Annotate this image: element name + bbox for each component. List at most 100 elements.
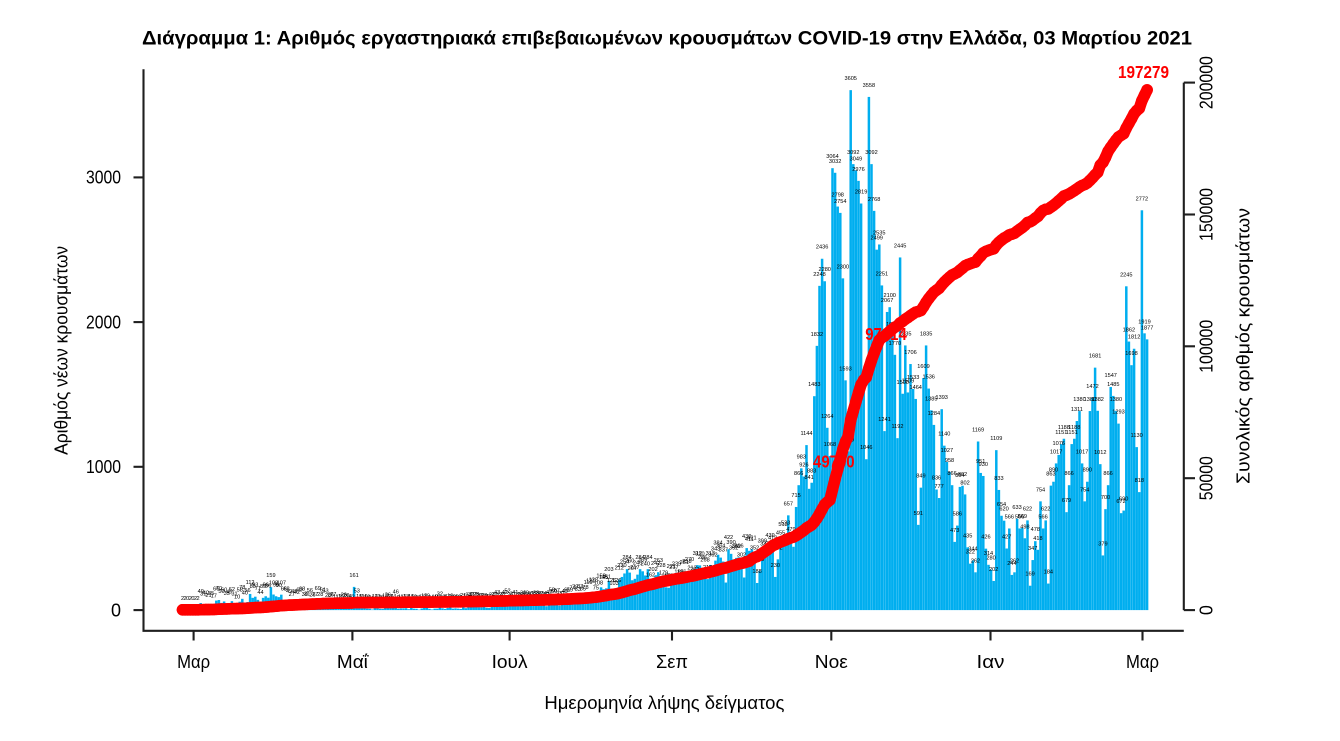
svg-text:1593: 1593 [839, 366, 851, 372]
svg-text:1536: 1536 [922, 375, 934, 381]
svg-text:1812: 1812 [1128, 335, 1140, 341]
svg-text:2300: 2300 [837, 264, 849, 270]
svg-text:169: 169 [1025, 572, 1034, 578]
svg-text:284: 284 [643, 555, 652, 561]
svg-text:162: 162 [646, 573, 655, 579]
svg-text:108: 108 [594, 581, 603, 587]
svg-text:777: 777 [934, 484, 943, 490]
svg-text:1140: 1140 [938, 432, 950, 438]
svg-text:200000: 200000 [1197, 56, 1217, 109]
svg-text:Συνολικός αριθμός κρουσμάτων: Συνολικός αριθμός κρουσμάτων [1234, 208, 1254, 484]
svg-text:890: 890 [1049, 468, 1058, 474]
svg-text:2976: 2976 [852, 167, 864, 173]
svg-text:862: 862 [958, 472, 967, 478]
svg-text:622: 622 [1023, 506, 1032, 512]
svg-text:230: 230 [771, 563, 780, 569]
svg-text:435: 435 [963, 533, 972, 539]
svg-text:44: 44 [257, 590, 263, 596]
svg-text:1533: 1533 [907, 375, 919, 381]
svg-text:50000: 50000 [1197, 456, 1217, 500]
svg-text:1835: 1835 [920, 331, 932, 337]
svg-text:3092: 3092 [847, 150, 859, 156]
svg-text:2798: 2798 [831, 193, 843, 199]
svg-text:633: 633 [1012, 505, 1021, 511]
svg-text:690: 690 [1119, 497, 1128, 503]
svg-text:836: 836 [932, 476, 941, 482]
svg-text:1027: 1027 [941, 448, 953, 454]
svg-text:1012: 1012 [1094, 450, 1106, 456]
svg-text:270: 270 [685, 557, 694, 563]
svg-text:1877: 1877 [1141, 325, 1153, 331]
svg-text:2819: 2819 [855, 190, 867, 196]
svg-text:3092: 3092 [865, 150, 877, 156]
svg-text:228: 228 [656, 563, 665, 569]
svg-text:262: 262 [971, 558, 980, 564]
svg-text:1000: 1000 [86, 457, 121, 477]
svg-text:159: 159 [266, 573, 275, 579]
svg-text:Μαρ: Μαρ [1126, 652, 1159, 672]
svg-text:Διάγραμμα 1: Αριθμός εργαστηρι: Διάγραμμα 1: Αριθμός εργαστηριακά επιβεβ… [142, 27, 1192, 49]
svg-text:833: 833 [994, 476, 1003, 482]
svg-text:983: 983 [797, 454, 806, 460]
svg-text:262: 262 [1010, 558, 1019, 564]
svg-text:1076: 1076 [1052, 441, 1064, 447]
svg-text:715: 715 [791, 493, 800, 499]
svg-text:1241: 1241 [878, 417, 890, 423]
svg-text:2772: 2772 [1136, 196, 1148, 202]
svg-text:421: 421 [747, 535, 756, 541]
svg-text:849: 849 [916, 474, 925, 480]
svg-text:344: 344 [968, 547, 977, 553]
svg-text:1109: 1109 [990, 436, 1002, 442]
svg-text:1472: 1472 [1086, 384, 1098, 390]
svg-text:1046: 1046 [860, 445, 872, 451]
svg-text:622: 622 [1041, 506, 1050, 512]
svg-text:1017: 1017 [1050, 449, 1062, 455]
svg-text:498: 498 [1020, 524, 1029, 530]
svg-text:818: 818 [1135, 478, 1144, 484]
svg-text:802: 802 [960, 480, 969, 486]
svg-text:10: 10 [234, 595, 240, 601]
svg-text:2535: 2535 [873, 231, 885, 237]
svg-text:379: 379 [1098, 541, 1107, 547]
svg-text:2436: 2436 [816, 245, 828, 251]
svg-text:1068: 1068 [824, 442, 836, 448]
svg-text:100000: 100000 [1197, 320, 1217, 373]
svg-text:478: 478 [1031, 527, 1040, 533]
svg-text:280: 280 [986, 556, 995, 562]
svg-text:1547: 1547 [1104, 373, 1116, 379]
svg-text:473: 473 [950, 528, 959, 534]
svg-text:926: 926 [799, 463, 808, 469]
svg-text:Μαρ: Μαρ [177, 652, 210, 672]
svg-text:1169: 1169 [972, 428, 984, 434]
svg-text:2768: 2768 [868, 197, 880, 203]
svg-text:Ιαν: Ιαν [977, 652, 1005, 672]
svg-text:Νοε: Νοε [815, 652, 848, 672]
svg-text:2280: 2280 [818, 267, 830, 273]
svg-text:Σεπ: Σεπ [656, 652, 688, 672]
svg-text:3605: 3605 [844, 76, 856, 82]
svg-text:150000: 150000 [1197, 188, 1217, 241]
svg-text:3032: 3032 [829, 159, 841, 165]
svg-text:197279: 197279 [1118, 62, 1169, 82]
svg-text:2499: 2499 [870, 236, 882, 242]
svg-text:523: 523 [781, 521, 790, 527]
svg-text:161: 161 [349, 573, 358, 579]
svg-text:1483: 1483 [808, 382, 820, 388]
svg-text:366: 366 [734, 543, 743, 549]
svg-text:1284: 1284 [928, 411, 940, 417]
svg-text:Αριθμός νέων κρουσμάτων: Αριθμός νέων κρουσμάτων [52, 246, 72, 455]
svg-text:2445: 2445 [894, 243, 906, 249]
svg-text:1380: 1380 [1110, 397, 1122, 403]
svg-text:754: 754 [1036, 487, 1045, 493]
svg-text:1130: 1130 [1131, 433, 1143, 439]
svg-text:841: 841 [804, 475, 813, 481]
svg-text:3558: 3558 [863, 83, 875, 89]
svg-text:17: 17 [211, 594, 217, 600]
svg-text:866: 866 [1064, 471, 1073, 477]
svg-text:657: 657 [784, 501, 793, 507]
svg-text:700: 700 [1101, 495, 1110, 501]
svg-text:1293: 1293 [1112, 410, 1124, 416]
svg-text:958: 958 [945, 458, 954, 464]
svg-text:1393: 1393 [935, 395, 947, 401]
svg-text:1919: 1919 [1138, 319, 1150, 325]
